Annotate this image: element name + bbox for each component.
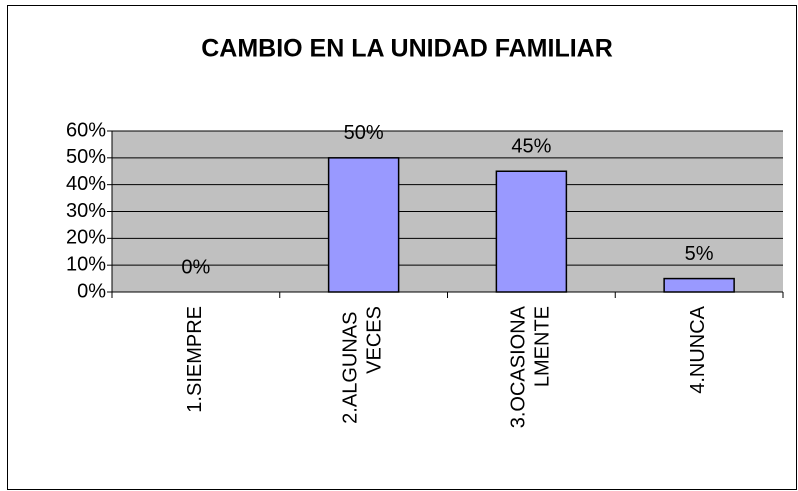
x-tick-label-line: 3.OCASIONA: [508, 305, 530, 428]
x-tick-label-line: LMENTE: [532, 306, 554, 387]
x-tick-label: 1.SIEMPRE: [184, 306, 206, 413]
bar: [327, 157, 400, 293]
y-tick-label: 60%: [66, 119, 106, 141]
x-tick-label-line: VECES: [364, 306, 386, 374]
data-label: 0%: [181, 256, 210, 278]
data-label: 45%: [511, 136, 551, 158]
x-tick-label: 2.ALGUNAS VECES: [340, 306, 386, 424]
x-tick-label-line: 4.NUNCA: [687, 305, 709, 393]
x-tick-label-line: 1.SIEMPRE: [184, 306, 206, 413]
data-label: 5%: [685, 243, 714, 265]
x-tick-label-line: 2.ALGUNAS: [340, 306, 362, 424]
y-tick-label: 20%: [66, 227, 106, 249]
x-tick-label: 3.OCASIONA LMENTE: [508, 305, 554, 428]
chart-title: CAMBIO EN LA UNIDAD FAMILIAR: [201, 35, 613, 63]
y-tick-label: 50%: [66, 146, 106, 168]
bar: [495, 170, 568, 293]
y-tick-label: 10%: [66, 253, 106, 275]
bar: [663, 277, 735, 293]
y-tick-label: 0%: [77, 280, 106, 302]
data-label: 50%: [344, 122, 384, 144]
x-tick-label: 4.NUNCA: [687, 305, 709, 393]
y-tick-label: 40%: [66, 173, 106, 195]
y-tick-label: 30%: [66, 200, 106, 222]
